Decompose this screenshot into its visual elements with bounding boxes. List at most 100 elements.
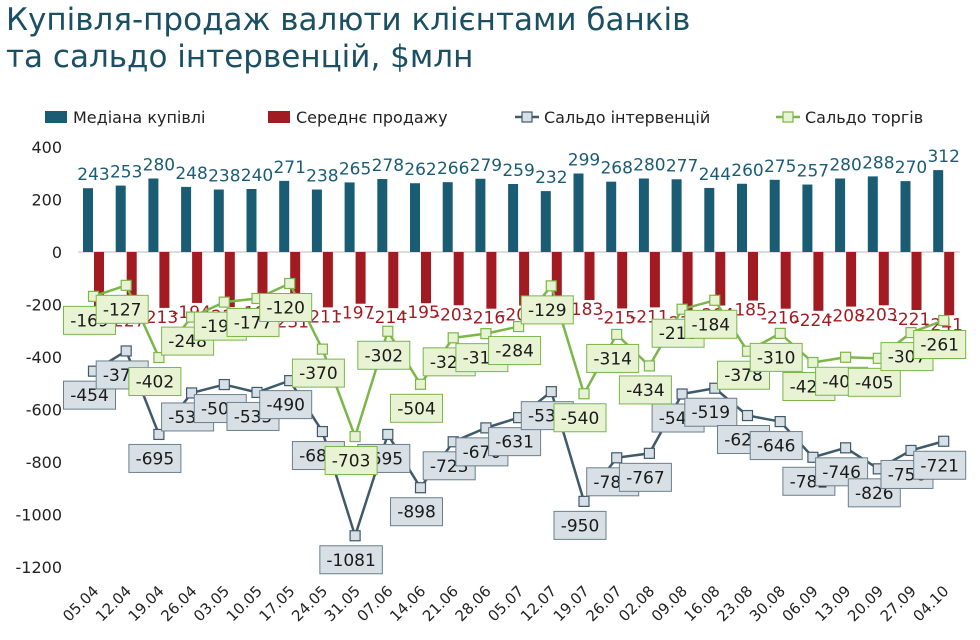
trade-label-box: [847, 367, 901, 397]
intervention-marker: [774, 415, 786, 428]
bar-sell: [519, 252, 530, 306]
intervention-marker: [578, 495, 590, 507]
trade-label-text: -310: [757, 348, 796, 368]
bar-sell: [257, 252, 268, 304]
trade-label-box: [324, 446, 378, 476]
bar-buy-label: 270: [895, 158, 927, 178]
bar-buy: [148, 178, 159, 252]
bar-sell: [911, 252, 922, 311]
trade-label-text: -504: [397, 399, 436, 419]
x-tick-label: 14.06: [386, 582, 429, 625]
bar-sell-label: -221: [892, 310, 931, 330]
trade-label-box: [357, 340, 411, 370]
intervention-marker: [905, 444, 917, 457]
bar-sell: [421, 252, 431, 304]
trade-label: -405: [847, 367, 901, 397]
trade-label-text: -405: [855, 373, 894, 393]
trade-marker: [807, 356, 819, 369]
bar-buy: [442, 182, 453, 252]
trade-label-box: [520, 295, 574, 325]
bar-buy: [769, 179, 780, 252]
intervention-label-box: [390, 497, 443, 527]
trade-label-box: [259, 293, 313, 322]
intervention-label-text: -631: [495, 433, 534, 453]
intervention-label-text: -950: [561, 516, 600, 536]
bar-buy: [213, 189, 224, 252]
bar-buy-label: 277: [666, 156, 698, 176]
bar-sell-label: -216: [467, 309, 506, 329]
legend-item: Сальдо інтервенцій: [515, 108, 710, 127]
trade-marker: [643, 360, 656, 372]
trade-label: -127: [95, 294, 149, 324]
trade-label-box: [95, 294, 149, 324]
x-tick-label: 05.07: [484, 582, 527, 625]
trade-label: -184: [684, 309, 738, 339]
bar-sell-label: -203: [859, 305, 898, 325]
x-tick-label: 19.07: [550, 582, 593, 625]
intervention-label-box: [128, 443, 182, 473]
legend-item: Медіана купівлі: [45, 108, 205, 127]
intervention-label-box: [913, 450, 967, 480]
bar-sell: [748, 252, 758, 301]
bar-buy: [115, 185, 126, 252]
x-tick-label: 03.05: [190, 582, 233, 625]
x-tick-label: 09.08: [648, 582, 691, 625]
trade-label: -434: [618, 375, 672, 405]
chart-title: Купівля-продаж валюти клієнтами банків т…: [6, 2, 966, 76]
trade-label-text: -129: [528, 301, 567, 321]
trade-label-box: [390, 393, 443, 423]
bar-sell-label: -214: [369, 308, 408, 328]
trade-marker: [414, 378, 427, 390]
intervention-label-text: -695: [136, 449, 175, 469]
bar-buy-label: 312: [927, 147, 959, 167]
bar-buy-label: 260: [731, 161, 763, 181]
legend-marker: [782, 111, 794, 123]
intervention-label: -454: [63, 380, 116, 410]
intervention-label: -670: [455, 437, 509, 467]
intervention-label: -646: [749, 431, 803, 461]
bar-sell: [159, 252, 170, 308]
bar-buy-label: 279: [470, 156, 502, 176]
bar-buy: [508, 184, 519, 252]
bar-buy: [181, 186, 192, 252]
intervention-label: -746: [815, 457, 869, 487]
bar-sell: [649, 252, 660, 308]
intervention-label-text: -721: [920, 456, 959, 476]
trade-label: -314: [586, 343, 640, 373]
x-tick-label: 19.04: [125, 582, 168, 625]
bar-sell: [846, 252, 857, 307]
trade-label: -284: [488, 336, 542, 366]
bar-buy-label: 275: [764, 157, 796, 177]
trade-label-box: [553, 403, 607, 433]
bar-sell: [192, 252, 203, 303]
legend-label: Середнє продажу: [296, 108, 448, 127]
intervention-label-box: [749, 431, 803, 461]
legend-item: Середнє продажу: [268, 108, 448, 127]
bar-buy-label: 268: [600, 159, 632, 179]
bar-sell-label: -183: [565, 300, 604, 320]
intervention-label-text: -746: [822, 463, 861, 483]
bar-sell: [355, 252, 366, 304]
intervention-marker: [807, 451, 819, 463]
legend-label: Медіана купівлі: [73, 108, 205, 127]
trade-marker: [709, 294, 721, 306]
bar-buy-label: 278: [372, 156, 404, 176]
bar-sell: [944, 252, 955, 316]
intervention-marker: [186, 387, 198, 399]
x-tick-label: 16.08: [681, 582, 724, 625]
intervention-label-box: [553, 510, 607, 540]
intervention-label-text: -454: [70, 386, 109, 406]
bar-buy: [737, 183, 747, 252]
bar-buy-label: 257: [797, 162, 829, 182]
trade-label-text: -402: [136, 373, 175, 393]
x-tick-label: 02.08: [615, 582, 658, 625]
bar-sell-label: -203: [434, 305, 473, 325]
bar-sell: [878, 252, 889, 306]
bar-sell-label: -216: [761, 309, 800, 329]
bar-buy-label: 280: [143, 156, 175, 176]
chart-title-line-2: та сальдо інтервенцій, $млн: [6, 39, 474, 75]
bar-buy-label: 232: [535, 168, 567, 188]
bar-sell: [453, 252, 464, 306]
bar-buy-label: 266: [437, 159, 469, 179]
